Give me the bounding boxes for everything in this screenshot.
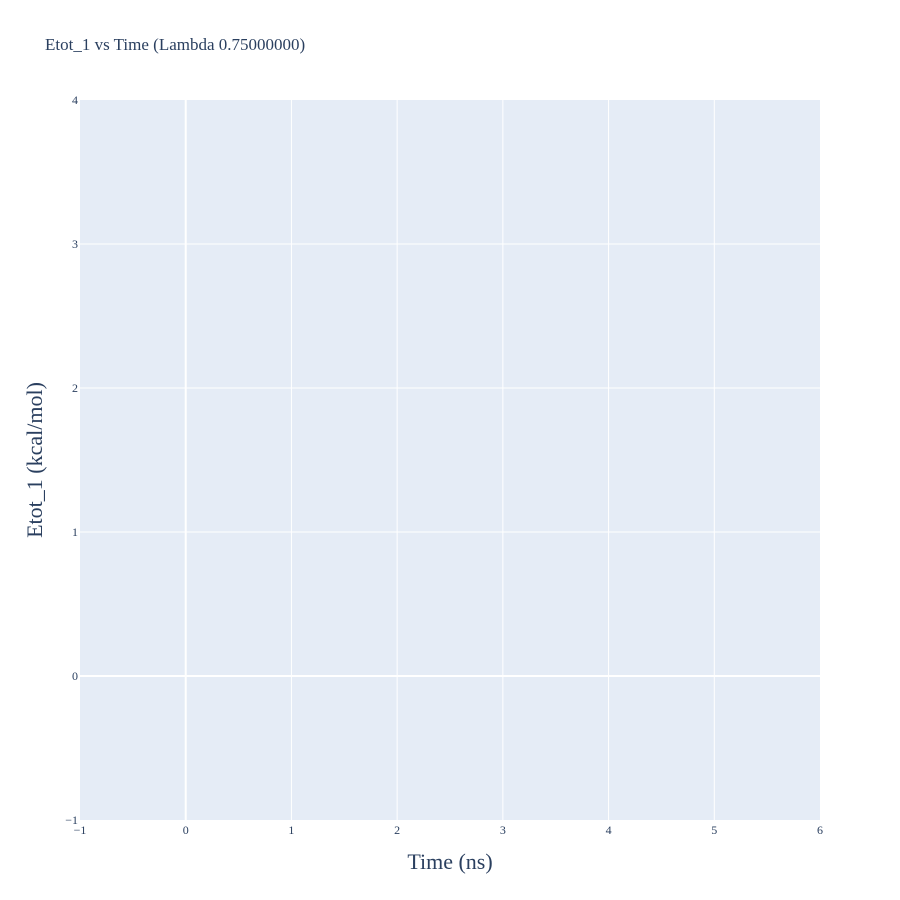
x-axis-title: Time (ns) — [407, 849, 492, 874]
chart-title: Etot_1 vs Time (Lambda 0.75000000) — [45, 35, 305, 54]
y-axis-ticks: −1 0 1 2 3 4 — [65, 93, 78, 827]
y-tick-label: 3 — [72, 237, 78, 251]
x-tick-label: 3 — [500, 823, 506, 837]
y-tick-label: −1 — [65, 813, 78, 827]
y-gridlines — [80, 243, 820, 677]
x-tick-label: 0 — [183, 823, 189, 837]
y-tick-label: 2 — [72, 381, 78, 395]
x-tick-label: 5 — [711, 823, 717, 837]
x-tick-label: 1 — [288, 823, 294, 837]
y-tick-label: 1 — [72, 525, 78, 539]
x-gridlines — [184, 100, 715, 820]
x-axis-ticks: −1 0 1 2 3 4 5 6 — [74, 823, 823, 837]
x-tick-label: 2 — [394, 823, 400, 837]
x-tick-label: 4 — [606, 823, 612, 837]
plot-area[interactable] — [80, 100, 820, 820]
x-tick-label: 6 — [817, 823, 823, 837]
y-tick-label: 0 — [72, 669, 78, 683]
y-axis-title: Etot_1 (kcal/mol) — [22, 382, 47, 538]
plot-background — [80, 100, 820, 820]
x-tick-label: −1 — [74, 823, 87, 837]
y-tick-label: 4 — [72, 93, 78, 107]
